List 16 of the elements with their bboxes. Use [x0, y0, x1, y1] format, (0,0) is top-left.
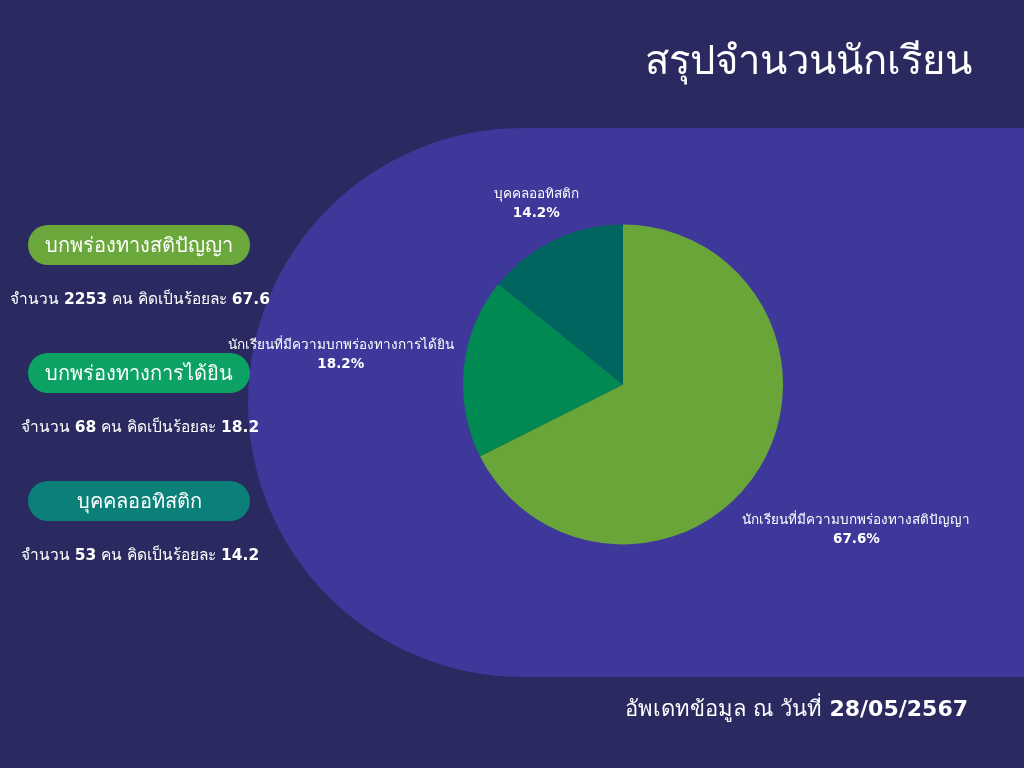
data-label: 67.6% [833, 529, 881, 546]
text: จำนวน 53 คน คิดเป็นร้อยละ 14.2 [19, 544, 261, 566]
data-label: 14.2% [512, 204, 561, 221]
pie-slice [498, 224, 623, 385]
slice-label: นักเรียนที่มีความบกพร่องทางการได้ยิน [227, 335, 454, 353]
text: อัพเดทข้อมูล ณ วันที่ 28/05/2567 [625, 695, 968, 724]
pie-slice [463, 284, 623, 457]
chart-title: สรุปจำนวนนักเรียน [645, 36, 972, 86]
text: จำนวน 2253 คน คิดเป็นร้อยละ 67.6 [8, 288, 272, 310]
category-label: บกพร่องทางการได้ยิน [28, 353, 250, 393]
data-label: 18.2% [317, 355, 365, 372]
text: จำนวน 68 คน คิดเป็นร้อยละ 18.2 [19, 416, 261, 438]
slice-label: นักเรียนที่มีความบกพร่องทางสติปัญญา [742, 509, 971, 527]
category-label: บกพร่องทางสติปัญญา [28, 225, 250, 265]
category-label: บุคคลออทิสติก [28, 481, 250, 521]
slice-label: บุคคลออทิสติก [493, 185, 579, 203]
